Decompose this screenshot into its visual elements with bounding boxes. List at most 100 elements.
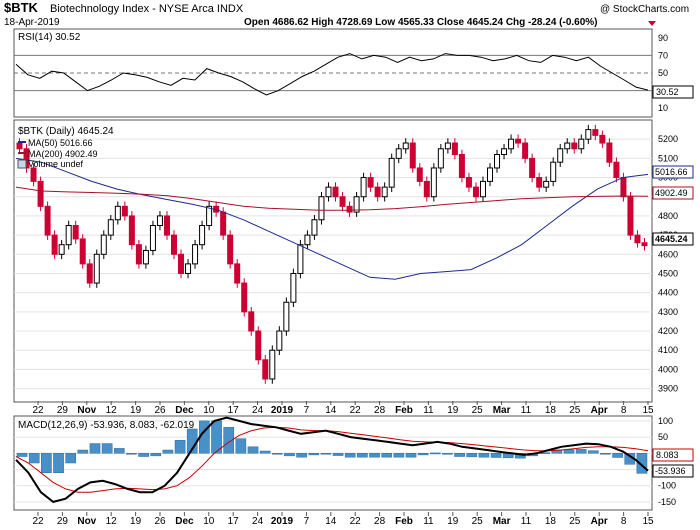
macd-title: MACD(12,26,9) -53.936, 8.083, -62.019 [18,420,195,431]
candle-body [107,219,114,236]
rsi-tick-label: 70 [658,50,668,60]
candle-body [437,148,444,169]
candle-body [171,234,177,255]
date-label: 18-Apr-2019 [4,17,60,28]
price-tick-label: 4500 [658,268,678,278]
x-tick-label: 11 [423,405,434,416]
macd-last-badge [652,464,694,478]
volume-legend-swatch [17,159,27,169]
candle-body [430,167,437,198]
macd-hist-bar [393,453,405,458]
candle-body [72,225,79,240]
macd-hist-bar [41,453,52,473]
candle-body [487,167,493,182]
x-tick-label: 24 [252,516,264,527]
ma50-last-value: 5016.66 [655,167,688,177]
candle-body [501,148,508,156]
x-tick-label: 25 [472,516,484,527]
candle-body [156,215,163,227]
candle-body [423,180,430,198]
candle-body [178,253,185,274]
x-tick-label: Mar [493,516,511,527]
x-tick-label: 25 [472,405,484,416]
candle-body [529,157,536,179]
candle-body [613,161,620,179]
macd-hist-bar [174,440,186,454]
macd-hist-bar [16,453,28,457]
candle-body [227,234,234,265]
x-tick-label: Apr [591,516,608,527]
x-tick-label: Feb [395,405,413,416]
candle-body [409,142,416,169]
candle-body [100,234,107,255]
candle-body [451,142,458,156]
price-tick-label: 4200 [658,326,678,336]
x-tick-label: 22 [350,405,362,416]
x-tick-label: 8 [621,516,627,527]
candle-body [374,186,381,198]
candle-body [641,242,648,247]
macd-hist-bar [636,453,648,474]
candle-body [550,161,557,182]
macd-hist-bar [466,453,478,458]
macd-hist-bar [259,450,271,454]
rsi-last-value: 30.52 [656,87,679,97]
candle-body [199,225,206,246]
candle-body [381,186,388,198]
x-tick-label: 7 [304,405,310,416]
candle-body [360,177,367,198]
x-tick-label: Nov [77,516,96,527]
candle-body [571,142,578,150]
macd-hist-bar [612,453,623,458]
candle-body [472,186,479,198]
x-tick-label: 14 [325,516,337,527]
rsi-tick-label: 50 [658,68,668,78]
x-tick-label: 22 [32,516,44,527]
macd-hist-bar [417,453,429,456]
symbol-label: $BTK [4,0,39,15]
macd-hist-bar [162,449,174,454]
candle-body [142,249,149,265]
close-last-badge [652,232,694,246]
x-tick-label: 11 [521,516,532,527]
ma50-line [15,157,649,280]
candle-body [23,148,30,169]
candle-body [367,177,374,188]
candle-body [494,154,501,169]
signal-last-badge [652,448,694,462]
macd-hist-bar [429,452,441,455]
macd-hist-bar [126,453,137,455]
candle-body [241,282,248,313]
x-tick-label: 2019 [271,516,294,527]
rsi-line [15,53,649,96]
ma50-legend: MA(50) 5016.66 [28,138,93,148]
candle-body [262,359,269,380]
price-tick-label: 4100 [658,345,678,355]
rsi-tick-label: 90 [658,33,668,43]
candle-body [290,272,297,303]
x-tick-label: 12 [106,516,118,527]
macd-hist-bar [223,427,235,454]
x-tick-label: 19 [447,516,459,527]
close-last-value: 4645.24 [655,234,688,244]
candle-body [311,219,318,236]
candle-body [318,196,325,221]
x-tick-label: 26 [154,405,166,416]
candle-body [65,225,72,246]
x-tick-label: Dec [175,405,194,416]
candle-body [339,196,346,207]
price-tick-label: 4000 [658,364,678,374]
macd-hist-bar [77,449,89,454]
price-title: $BTK (Daily) 4645.24 [18,126,114,137]
candle-body [325,186,332,198]
x-tick-label: 11 [423,516,434,527]
volume-legend: Volume undef [28,159,84,169]
x-tick-label: Nov [77,405,96,416]
macd-hist-bar [235,438,247,454]
candle-body [402,142,409,150]
macd-line [15,416,649,503]
macd-hist-bar [65,453,77,464]
macd-hist-bar [284,453,295,457]
candle-body [332,186,339,198]
